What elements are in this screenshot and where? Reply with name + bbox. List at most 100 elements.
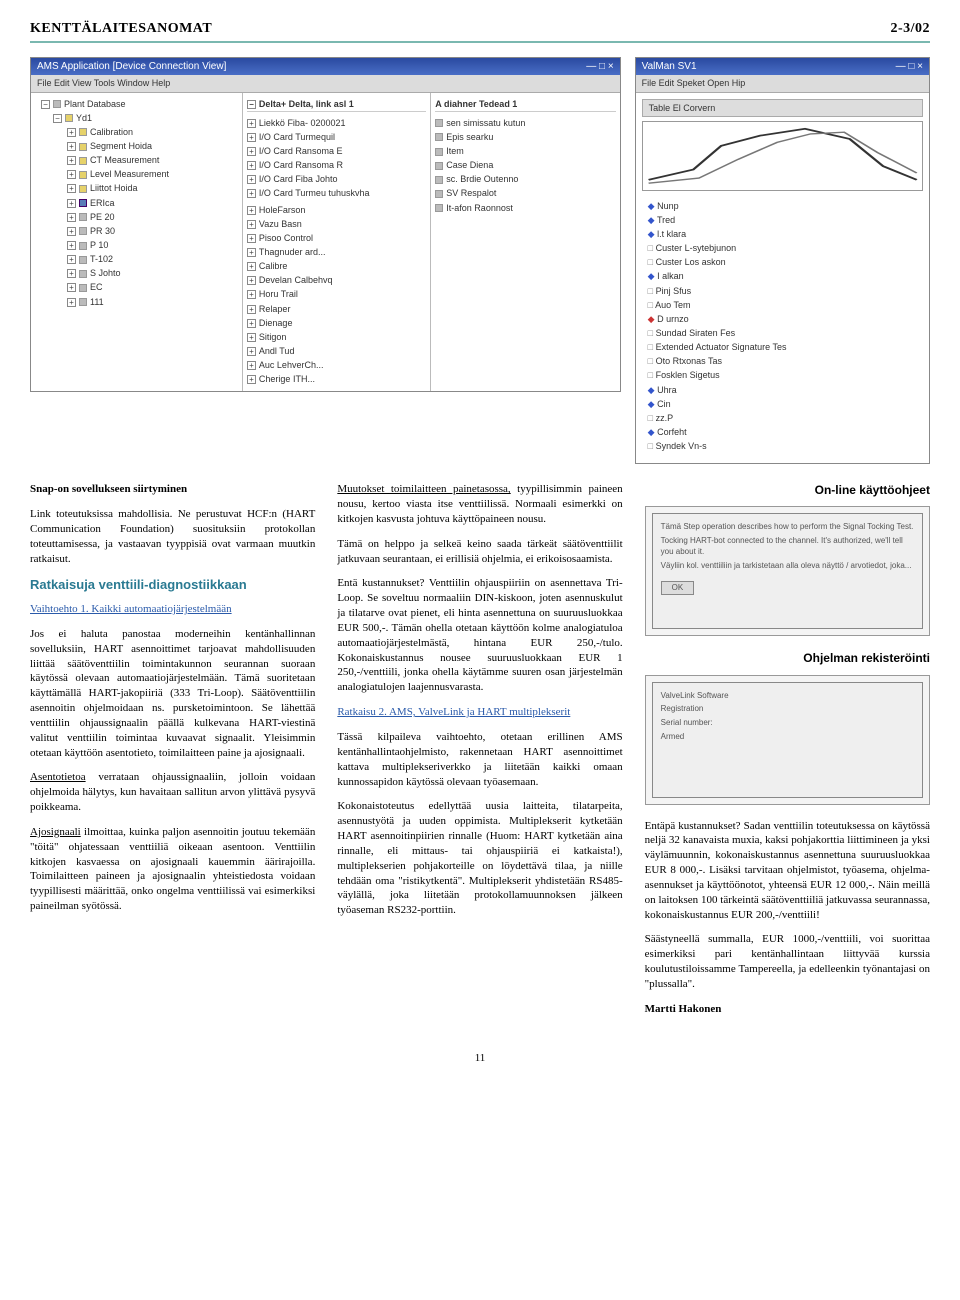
list-item[interactable]: sen simissatu kutun (435, 116, 615, 130)
window-controls-icon: — □ × (896, 60, 923, 74)
list-item[interactable]: +Andl Tud (247, 344, 426, 358)
option-item[interactable]: Custer L-sytebjunon (648, 241, 917, 255)
vaihtoehto-1-link[interactable]: Vaihtoehto 1. Kaikki automaatiojärjestel… (30, 603, 232, 615)
list-item[interactable]: +Sitigon (247, 330, 426, 344)
c3-paragraph: Säästyneellä summalla, EUR 1000,-/ventti… (645, 932, 930, 991)
tree-item[interactable]: +S Johto (35, 266, 238, 280)
option-item[interactable]: Corfeht (648, 425, 917, 439)
list-item[interactable]: +Liekkö Fiba- 0200021 (247, 116, 426, 130)
c2-paragraph: Muutokset toimilaitteen painetasossa, ty… (337, 482, 622, 527)
publication-title: KENTTÄLAITESANOMAT (30, 20, 212, 39)
list-item[interactable]: +Relaper (247, 302, 426, 316)
c3-paragraph: Entäpä kustannukset? Sadan venttiilin to… (645, 819, 930, 923)
option-item[interactable]: Custer Los askon (648, 255, 917, 269)
list-item[interactable]: +Vazu Basn (247, 217, 426, 231)
online-help-screenshot: Tämä Step operation describes how to per… (645, 506, 930, 636)
ams-right-panel: A diahner Tedead 1 sen simissatu kutunEp… (431, 93, 619, 392)
list-item[interactable]: +Horu Trail (247, 287, 426, 301)
c1-paragraph: Link toteutuksissa mahdollisia. Ne perus… (30, 507, 315, 566)
list-item[interactable]: Case Diena (435, 158, 615, 172)
valvelink-tab: Table El Corvern (642, 99, 923, 117)
option-item[interactable]: I alkan (648, 269, 917, 283)
c2-paragraph: Tämä on helppo ja selkeä keino saada tär… (337, 537, 622, 567)
list-item[interactable]: +Thagnuder ard... (247, 245, 426, 259)
option-item[interactable]: Extended Actuator Signature Tes (648, 340, 917, 354)
tree-item[interactable]: +Liittot Hoida (35, 181, 238, 195)
c2-paragraph: Kokonaistoteutus edellyttää uusia laitte… (337, 799, 622, 918)
article-columns: Snap-on sovellukseen siirtyminen Link to… (30, 482, 930, 1027)
option-item[interactable]: Uhra (648, 383, 917, 397)
column-1: Snap-on sovellukseen siirtyminen Link to… (30, 482, 315, 1027)
list-item[interactable]: +I/O Card Turmequil (247, 130, 426, 144)
list-item[interactable]: sc. Brdie Outenno (435, 172, 615, 186)
tree-item[interactable]: +P 10 (35, 238, 238, 252)
list-item[interactable]: +Pisoo Control (247, 231, 426, 245)
tree-item[interactable]: +111 (35, 295, 238, 309)
tree-item[interactable]: +T-102 (35, 252, 238, 266)
tree-item[interactable]: −Yd1 (35, 111, 238, 125)
list-item[interactable]: +Calibre (247, 259, 426, 273)
issue-number: 2-3/02 (890, 20, 930, 39)
ams-tree-panel: −Plant Database−Yd1+Calibration+Segment … (31, 93, 243, 392)
tree-item[interactable]: +EC (35, 280, 238, 294)
ams-menubar: File Edit View Tools Window Help (31, 75, 620, 92)
option-item[interactable]: Fosklen Sigetus (648, 368, 917, 382)
screenshot-row: AMS Application [Device Connection View]… (30, 57, 930, 464)
option-item[interactable]: Syndek Vn-s (648, 439, 917, 453)
dialog-text: Tämä Step operation describes how to per… (661, 522, 914, 533)
option-item[interactable]: Tred (648, 213, 917, 227)
ams-middle-panel: −Delta+ Delta, link asl 1 +Liekkö Fiba- … (243, 93, 431, 392)
valvelink-options-list: NunpTredl.t klaraCuster L-sytebjunonCust… (642, 195, 923, 458)
option-item[interactable]: Nunp (648, 199, 917, 213)
list-item[interactable]: +I/O Card Ransoma E (247, 144, 426, 158)
list-item[interactable]: +HoleFarson (247, 203, 426, 217)
valvelink-graph (642, 121, 923, 191)
list-item[interactable]: +I/O Card Turmeu tuhuskvha (247, 186, 426, 200)
ok-button[interactable]: OK (661, 581, 695, 596)
list-item[interactable]: It-afon Raonnost (435, 201, 615, 215)
list-item[interactable]: +I/O Card Fiba Johto (247, 172, 426, 186)
dialog-text: Tocking HART-bot connected to the channe… (661, 536, 914, 558)
option-item[interactable]: Pinj Sfus (648, 284, 917, 298)
option-item[interactable]: Auo Tem (648, 298, 917, 312)
column-3: On-line käyttöohjeet Tämä Step operation… (645, 482, 930, 1027)
c2-paragraph: Entä kustannukset? Venttiilin ohjauspiir… (337, 576, 622, 695)
c2-paragraph: Tässä kilpaileva vaihtoehto, otetaan eri… (337, 730, 622, 789)
option-item[interactable]: zz.P (648, 411, 917, 425)
valvelink-window-title: ValMan SV1 — □ × (636, 58, 929, 76)
ams-window-title: AMS Application [Device Connection View]… (31, 58, 620, 76)
tree-item[interactable]: −Plant Database (35, 97, 238, 111)
tree-item[interactable]: +ERIca (35, 196, 238, 210)
list-item[interactable]: Epis searku (435, 130, 615, 144)
c1-paragraph: Jos ei haluta panostaa moderneihin kentä… (30, 627, 315, 761)
tree-item[interactable]: +Segment Hoida (35, 139, 238, 153)
valvelink-screenshot: ValMan SV1 — □ × File Edit Speket Open H… (635, 57, 930, 464)
ratkaisu-2-link[interactable]: Ratkaisu 2. AMS, ValveLink ja HART multi… (337, 706, 570, 718)
option-item[interactable]: D urnzo (648, 312, 917, 326)
c1-paragraph: Asentotietoa verrataan ohjaussignaaliin,… (30, 770, 315, 815)
dialog-text: Armed (661, 732, 914, 743)
option-item[interactable]: Cin (648, 397, 917, 411)
list-item[interactable]: +I/O Card Ransoma R (247, 158, 426, 172)
registration-screenshot: ValveLink SoftwareRegistrationSerial num… (645, 675, 930, 805)
tree-item[interactable]: +Calibration (35, 125, 238, 139)
list-item[interactable]: Item (435, 144, 615, 158)
list-item[interactable]: +Develan Calbehvq (247, 273, 426, 287)
dialog-text: Registration (661, 704, 914, 715)
ratkaisuja-heading: Ratkaisuja venttiili-diagnostiikkaan (30, 576, 315, 594)
list-item[interactable]: +Dienage (247, 316, 426, 330)
tree-item[interactable]: +Level Measurement (35, 167, 238, 181)
column-2: Muutokset toimilaitteen painetasossa, ty… (337, 482, 622, 1027)
tree-item[interactable]: +PR 30 (35, 224, 238, 238)
valvelink-menubar: File Edit Speket Open Hip (636, 75, 929, 92)
list-item[interactable]: +Cherige ITH... (247, 372, 426, 386)
option-item[interactable]: Sundad Siraten Fes (648, 326, 917, 340)
tree-item[interactable]: +PE 20 (35, 210, 238, 224)
option-item[interactable]: Oto Rtxonas Tas (648, 354, 917, 368)
option-item[interactable]: l.t klara (648, 227, 917, 241)
author-name: Martti Hakonen (645, 1002, 930, 1017)
list-item[interactable]: SV Respalot (435, 186, 615, 200)
tree-item[interactable]: +CT Measurement (35, 153, 238, 167)
dialog-text: Väyliin kol. venttiiliin ja tarkistetaan… (661, 561, 914, 572)
list-item[interactable]: +Auc LehverCh... (247, 358, 426, 372)
